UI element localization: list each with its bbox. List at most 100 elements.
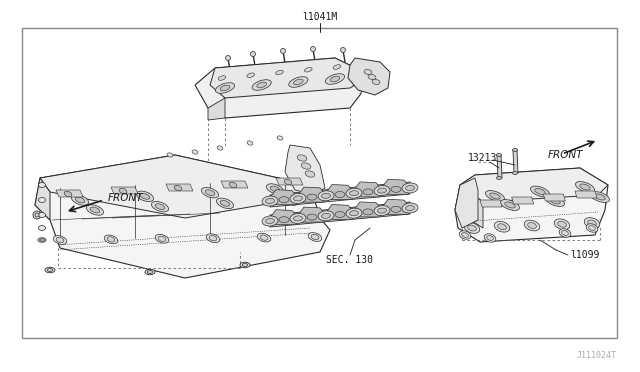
Ellipse shape [307,214,317,220]
Polygon shape [208,98,225,120]
Polygon shape [348,58,390,95]
Ellipse shape [391,186,401,192]
Ellipse shape [580,184,590,190]
Polygon shape [276,178,303,185]
Ellipse shape [305,171,315,177]
Ellipse shape [38,198,45,202]
Ellipse shape [335,192,345,198]
Ellipse shape [402,183,418,193]
Ellipse shape [363,189,373,195]
Ellipse shape [266,184,284,194]
Ellipse shape [147,270,153,273]
Ellipse shape [284,179,292,185]
Ellipse shape [589,225,595,230]
Ellipse shape [240,262,250,268]
Ellipse shape [333,65,341,69]
Ellipse shape [152,201,168,212]
Ellipse shape [257,233,271,242]
Ellipse shape [266,199,275,203]
Ellipse shape [484,234,496,242]
Ellipse shape [33,211,41,219]
Ellipse shape [192,150,198,154]
Polygon shape [326,185,354,199]
Polygon shape [298,207,326,222]
Ellipse shape [38,225,45,231]
Ellipse shape [349,191,358,196]
Polygon shape [35,155,330,278]
Ellipse shape [346,208,362,218]
Ellipse shape [588,220,596,226]
Polygon shape [511,197,534,204]
Ellipse shape [64,191,72,197]
Text: SEC. 130: SEC. 130 [326,255,374,265]
Polygon shape [513,150,518,173]
Ellipse shape [247,141,253,145]
Ellipse shape [262,196,278,206]
Ellipse shape [378,208,387,213]
Ellipse shape [158,236,166,241]
Ellipse shape [216,198,234,209]
Ellipse shape [486,235,493,240]
Polygon shape [221,181,248,188]
Ellipse shape [513,171,518,174]
Ellipse shape [45,267,55,273]
Ellipse shape [527,222,536,228]
Ellipse shape [56,237,64,243]
Polygon shape [270,182,410,207]
Ellipse shape [257,82,266,88]
Polygon shape [35,178,50,220]
Ellipse shape [535,189,545,195]
Ellipse shape [38,238,46,242]
Ellipse shape [38,212,45,218]
Ellipse shape [76,197,84,203]
Ellipse shape [559,229,571,237]
Ellipse shape [229,182,237,188]
Polygon shape [382,199,410,214]
Ellipse shape [391,206,401,212]
Text: l1099: l1099 [570,250,600,260]
Polygon shape [497,155,502,178]
Ellipse shape [310,46,316,51]
Ellipse shape [294,216,303,221]
Ellipse shape [374,206,390,216]
Ellipse shape [531,186,550,197]
Ellipse shape [464,222,480,233]
Ellipse shape [225,55,230,61]
Polygon shape [455,178,478,228]
Ellipse shape [346,188,362,198]
Ellipse shape [216,83,235,93]
Ellipse shape [468,225,476,231]
Polygon shape [543,194,565,201]
Ellipse shape [174,185,182,191]
Polygon shape [455,168,608,242]
Polygon shape [111,187,138,194]
Polygon shape [298,187,326,202]
Ellipse shape [575,182,595,192]
Ellipse shape [276,70,284,75]
Polygon shape [455,185,483,228]
Ellipse shape [584,218,600,228]
Ellipse shape [301,163,311,169]
Polygon shape [56,190,83,197]
Text: FRONT: FRONT [108,193,143,203]
Ellipse shape [86,205,104,215]
Ellipse shape [206,234,220,243]
Ellipse shape [524,220,540,231]
Polygon shape [270,210,298,225]
Ellipse shape [372,80,380,84]
Ellipse shape [104,235,118,244]
Ellipse shape [145,269,155,275]
Ellipse shape [266,218,275,224]
Ellipse shape [280,48,285,54]
Ellipse shape [279,217,289,223]
Ellipse shape [497,154,502,157]
Polygon shape [575,191,597,198]
Polygon shape [270,190,298,205]
Ellipse shape [277,136,283,140]
Ellipse shape [459,231,471,239]
Ellipse shape [294,196,303,201]
Ellipse shape [250,51,255,57]
Polygon shape [354,182,382,197]
Ellipse shape [156,204,164,209]
Ellipse shape [330,76,340,82]
